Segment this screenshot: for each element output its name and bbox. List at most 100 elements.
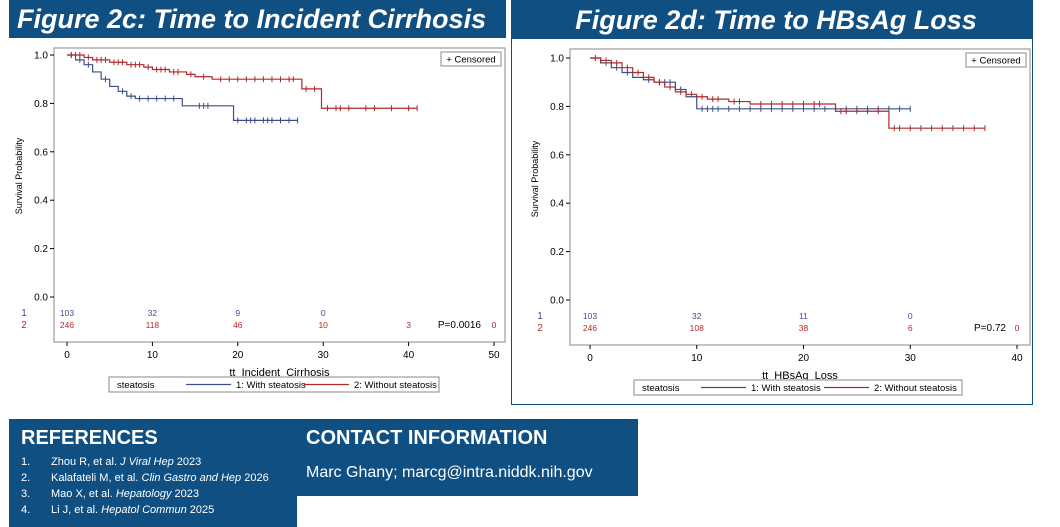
figure-2d-chart: 0.00.20.40.60.81.00 10 20 30 40tt_HBsAg_Loss… (530, 48, 1031, 396)
legend-title: steatosis (642, 383, 680, 394)
survival-curve-1 (590, 57, 911, 110)
reference-number: 3. (21, 488, 31, 500)
risk-count: 103 (60, 308, 74, 318)
risk-count: 3 (406, 320, 411, 330)
x-tick-label: 0 (64, 350, 70, 361)
risk-count: 32 (148, 308, 158, 318)
x-tick-label: 30 (905, 353, 917, 364)
y-tick-label: 0.6 (550, 150, 564, 161)
risk-count: 9 (235, 308, 240, 318)
reference-item: 4. Li J, et al. Hepatol Commun 2025 (21, 502, 269, 518)
censored-legend-box (440, 51, 502, 67)
x-axis-label: tt_HBsAg_Loss (762, 370, 838, 382)
risk-row-label: 2 (537, 323, 543, 334)
x-tick-label: 10 (691, 353, 703, 364)
contact-title: CONTACT INFORMATION (306, 427, 548, 449)
reference-year: 2025 (186, 504, 215, 516)
plot-frame (53, 47, 506, 343)
reference-authors: Li J, et al. (51, 504, 102, 516)
censored-legend-box (965, 52, 1027, 68)
reference-journal: Hepatology (115, 488, 172, 500)
p-value: P=0.0016 (438, 320, 482, 331)
contact-text: Marc Ghany; marcg@intra.niddk.nih.gov (306, 464, 593, 481)
x-axis-label: tt_Incident_Cirrhosis (229, 367, 330, 379)
y-tick-label: 0.2 (34, 244, 48, 255)
reference-item: 2. Kalafateli M, et al. Clin Gastro and H… (21, 470, 269, 486)
legend-label-2: 2: Without steatosis (354, 380, 437, 391)
reference-journal: Hepatol Commun (101, 504, 187, 516)
references-list: 1. Zhou R, et al. J Viral Hep 2023 2. Kala… (21, 454, 269, 518)
y-tick-label: 0.8 (550, 102, 564, 113)
survival-curve-2 (590, 57, 985, 129)
risk-count: 0 (1015, 323, 1020, 333)
p-value: P=0.72 (974, 323, 1006, 334)
risk-count: 246 (60, 320, 74, 330)
x-tick-label: 20 (232, 350, 244, 361)
reference-number: 4. (21, 504, 31, 516)
figure-2c-title: Figure 2c: Time to Incident Cirrhosis (9, 0, 506, 38)
x-tick-label: 0 (587, 353, 593, 364)
reference-authors: Kalafateli M, et al. (51, 472, 142, 484)
x-tick-label: 10 (147, 350, 159, 361)
reference-authors: Zhou R, et al. (51, 456, 121, 468)
risk-count: 38 (799, 323, 809, 333)
y-tick-label: 0.0 (34, 293, 48, 304)
y-tick-label: 0.6 (34, 147, 48, 158)
risk-row-label: 1 (537, 311, 543, 322)
reference-authors: Mao X, et al. (51, 488, 116, 500)
plot-frame (569, 48, 1031, 346)
risk-count: 108 (690, 323, 704, 333)
y-tick-label: 0.4 (34, 196, 48, 207)
survival-curve-1 (67, 54, 298, 121)
legend-label-1: 1: With steatosis (236, 380, 306, 391)
y-axis-label: Survival Probability (14, 137, 24, 214)
risk-row-label: 2 (21, 320, 27, 331)
x-tick-label: 50 (488, 350, 500, 361)
censored-legend: + Censored (971, 56, 1020, 67)
risk-count: 118 (146, 320, 160, 330)
risk-count: 10 (318, 320, 328, 330)
risk-count: 6 (908, 323, 913, 333)
references-box: REFERENCES 1. Zhou R, et al. J Viral Hep … (9, 419, 297, 527)
y-tick-label: 0.4 (550, 199, 564, 210)
reference-year: 2023 (173, 456, 202, 468)
risk-count: 0 (492, 320, 497, 330)
x-tick-label: 30 (318, 350, 330, 361)
risk-row-label: 1 (21, 308, 27, 319)
figure-2c-panel: Figure 2c: Time to Incident Cirrhosis 0.… (9, 0, 506, 405)
figure-2c-chart: 0.00.20.40.60.81.00 10 20 30 40 50tt_Incident… (14, 47, 506, 393)
reference-item: 1. Zhou R, et al. J Viral Hep 2023 (21, 454, 269, 470)
legend-label-2: 2: Without steatosis (874, 383, 957, 394)
reference-item: 3. Mao X, et al. Hepatology 2023 (21, 486, 269, 502)
figure-2d-panel: Figure 2d: Time to HBsAg Loss 0.0 0.2 0.4 0… (511, 0, 1033, 405)
references-title: REFERENCES (21, 427, 158, 449)
x-tick-label: 40 (403, 350, 415, 361)
censored-legend: + Censored (446, 55, 495, 66)
risk-count: 32 (692, 311, 702, 321)
legend-title: steatosis (117, 380, 155, 391)
contact-box: CONTACT INFORMATION Marc Ghany; marcg@in… (297, 419, 638, 496)
reference-journal: J Viral Hep (120, 456, 174, 468)
series-legend-box (633, 379, 963, 396)
series-legend-box (108, 376, 440, 393)
reference-number: 2. (21, 472, 31, 484)
legend-label-1: 1: With steatosis (751, 383, 821, 394)
y-tick-label: 1.0 (550, 54, 564, 65)
reference-number: 1. (21, 456, 31, 468)
y-tick-label: 0.8 (34, 99, 48, 110)
x-tick-label: 40 (1011, 353, 1023, 364)
figure-2d-title: Figure 2d: Time to HBsAg Loss (512, 1, 1032, 39)
x-tick-label: 20 (798, 353, 810, 364)
survival-curve-2 (67, 54, 418, 109)
y-tick-label: 0.0 (550, 296, 564, 307)
y-tick-label: 1.0 (34, 51, 48, 62)
risk-count: 11 (799, 311, 808, 321)
risk-count: 103 (583, 311, 597, 321)
reference-year: 2023 (171, 488, 199, 500)
reference-year: 2026 (241, 472, 269, 484)
y-tick-label: 0.2 (550, 247, 564, 258)
reference-journal: Clin Gastro and Hep (141, 472, 242, 484)
risk-count: 0 (321, 308, 326, 318)
risk-count: 46 (233, 320, 243, 330)
risk-count: 0 (908, 311, 913, 321)
